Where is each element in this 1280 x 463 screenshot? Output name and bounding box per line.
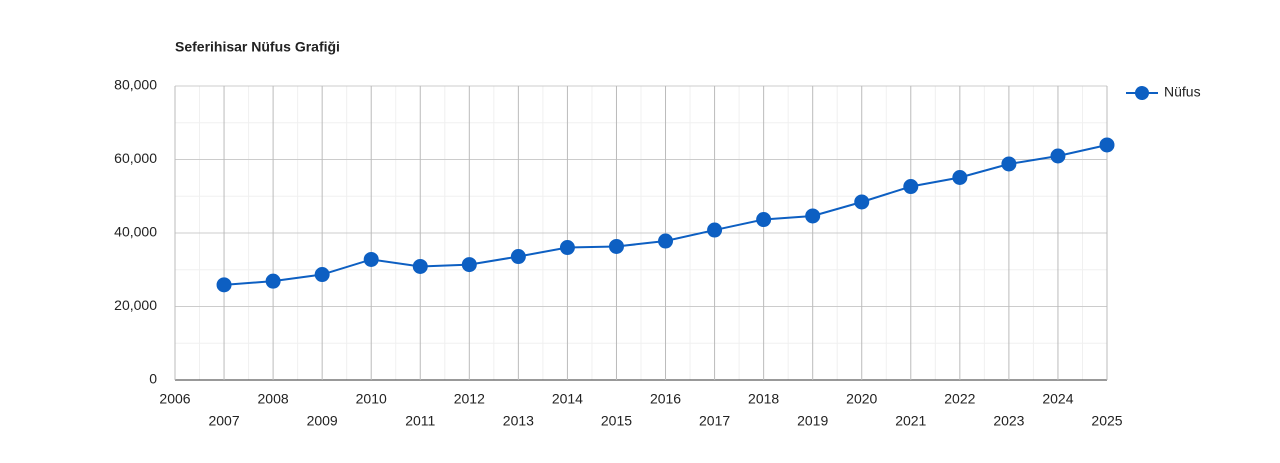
data-point <box>265 273 281 289</box>
y-tick-label: 60,000 <box>114 150 157 166</box>
data-point <box>412 258 428 274</box>
data-point <box>559 240 575 256</box>
x-tick-label: 2007 <box>208 413 239 429</box>
data-point <box>1001 156 1017 172</box>
x-tick-label: 2019 <box>797 413 828 429</box>
data-point <box>314 267 330 283</box>
data-point <box>510 249 526 265</box>
x-tick-label: 2025 <box>1091 413 1122 429</box>
x-tick-label: 2020 <box>846 391 877 407</box>
x-tick-label: 2024 <box>1042 391 1073 407</box>
y-tick-label: 80,000 <box>114 77 157 93</box>
x-tick-label: 2016 <box>650 391 681 407</box>
data-point <box>854 194 870 210</box>
x-tick-label: 2023 <box>993 413 1024 429</box>
data-point <box>608 238 624 254</box>
x-tick-label: 2022 <box>944 391 975 407</box>
x-tick-label: 2013 <box>503 413 534 429</box>
x-tick-label: 2017 <box>699 413 730 429</box>
x-tick-label: 2018 <box>748 391 779 407</box>
legend-label: Nüfus <box>1164 84 1201 100</box>
x-tick-label: 2010 <box>356 391 387 407</box>
x-tick-label: 2021 <box>895 413 926 429</box>
y-tick-label: 0 <box>149 371 157 387</box>
data-point <box>363 251 379 267</box>
data-point <box>658 233 674 249</box>
data-point <box>805 208 821 224</box>
data-point <box>903 179 919 195</box>
x-tick-label: 2008 <box>258 391 289 407</box>
y-tick-label: 20,000 <box>114 297 157 313</box>
chart-title: Seferihisar Nüfus Grafiği <box>175 39 340 55</box>
x-tick-label: 2015 <box>601 413 632 429</box>
data-point <box>216 277 232 293</box>
y-tick-label: 40,000 <box>114 224 157 240</box>
x-tick-label: 2011 <box>405 413 435 429</box>
data-point <box>756 212 772 228</box>
data-point <box>952 170 968 186</box>
x-tick-label: 2012 <box>454 391 485 407</box>
data-point <box>1099 137 1115 153</box>
data-point <box>461 257 477 273</box>
x-tick-label: 2014 <box>552 391 583 407</box>
data-point <box>1050 148 1066 164</box>
data-point <box>707 222 723 238</box>
x-tick-label: 2006 <box>159 391 190 407</box>
x-tick-label: 2009 <box>307 413 338 429</box>
legend-marker <box>1135 86 1149 100</box>
